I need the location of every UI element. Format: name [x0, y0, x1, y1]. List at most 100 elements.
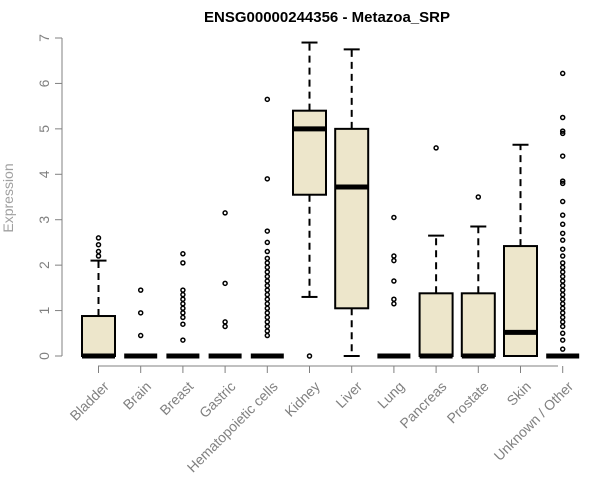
box-body — [334, 127, 370, 310]
outlier-point — [180, 310, 186, 316]
x-tick-label: Lung — [374, 378, 407, 411]
outlier-point — [559, 314, 566, 321]
chart-title: ENSG00000244356 - Metazoa_SRP — [204, 9, 450, 26]
outlier-point — [264, 319, 271, 325]
outlier-point — [180, 291, 186, 298]
outlier-point — [559, 114, 566, 121]
outlier-point — [391, 296, 397, 302]
box-unknown-other — [546, 70, 580, 359]
outlier-point — [559, 346, 566, 352]
outlier-point — [222, 319, 228, 325]
outlier-point — [180, 296, 186, 302]
outlier-point — [559, 282, 566, 289]
outlier-point — [264, 328, 271, 334]
box-breast — [166, 251, 200, 359]
outlier-point — [264, 282, 271, 289]
outlier-point — [391, 257, 397, 264]
outlier-point — [180, 251, 186, 257]
outlier-point — [264, 264, 271, 271]
outlier-point — [306, 353, 313, 359]
box-hematopoietic-cells — [250, 96, 284, 359]
outlier-point — [559, 330, 566, 337]
outlier-point — [264, 278, 271, 284]
outlier-point — [391, 301, 397, 307]
box-skin — [503, 143, 538, 357]
outlier-point — [180, 314, 186, 321]
outlier-point — [180, 301, 186, 307]
outlier-point — [264, 96, 271, 103]
box-body — [81, 315, 116, 357]
outlier-point — [264, 314, 271, 321]
x-tick-label: Skin — [503, 378, 534, 409]
outlier-point — [180, 321, 186, 327]
y-tick-label: 6 — [36, 79, 52, 87]
outlier-point — [95, 253, 102, 259]
y-tick-label: 0 — [36, 352, 52, 360]
box-body — [292, 109, 327, 196]
y-tick-label: 2 — [36, 261, 52, 269]
outlier-point — [559, 246, 566, 252]
outlier-point — [264, 176, 271, 182]
outlier-point — [559, 178, 566, 184]
y-tick-label: 3 — [36, 216, 52, 224]
box-body — [503, 245, 538, 357]
box-bladder — [81, 235, 116, 359]
x-tick-label: Breast — [156, 378, 196, 418]
outlier-point — [559, 264, 566, 271]
outlier-point — [559, 153, 566, 159]
x-tick-label: Pancreas — [396, 378, 449, 431]
outlier-point — [559, 323, 566, 330]
outlier-point — [95, 235, 102, 241]
box-prostate — [460, 194, 496, 359]
y-tick-label: 1 — [36, 306, 52, 314]
outlier-point — [222, 323, 228, 330]
outlier-point — [559, 269, 566, 275]
outlier-point — [559, 180, 566, 187]
outlier-point — [180, 287, 186, 293]
x-tick-label: Liver — [332, 378, 365, 411]
outlier-point — [264, 248, 271, 255]
outlier-point — [559, 287, 566, 293]
outlier-point — [559, 291, 566, 298]
outlier-point — [264, 269, 271, 275]
outlier-point — [559, 237, 566, 243]
outlier-point — [264, 260, 271, 266]
outlier-point — [264, 239, 271, 246]
y-ticks: 0 1 2 3 4 5 6 7 — [36, 34, 62, 360]
outlier-point — [264, 291, 271, 298]
x-tick-label: Kidney — [281, 378, 323, 420]
boxes — [81, 41, 580, 359]
outlier-point — [559, 278, 566, 284]
outlier-point — [264, 323, 271, 330]
outlier-point — [559, 70, 566, 77]
outlier-point — [391, 278, 397, 284]
outlier-point — [180, 260, 186, 266]
outlier-point — [137, 310, 144, 316]
outlier-point — [264, 305, 271, 312]
outlier-point — [222, 280, 228, 287]
y-tick-label: 4 — [36, 170, 52, 178]
outlier-point — [559, 130, 566, 137]
outlier-point — [264, 301, 271, 307]
y-tick-label: 7 — [36, 34, 52, 42]
box-lung — [377, 214, 411, 359]
x-tick-label: Prostate — [444, 378, 492, 426]
outlier-point — [559, 310, 566, 316]
outlier-point — [559, 260, 566, 266]
outlier-point — [137, 287, 144, 293]
outlier-point — [559, 221, 566, 228]
outlier-point — [559, 337, 566, 343]
outlier-point — [264, 332, 271, 339]
y-axis-label: Expression — [0, 163, 16, 232]
outlier-point — [264, 228, 271, 234]
outlier-point — [222, 210, 228, 216]
outlier-point — [433, 145, 439, 151]
outlier-point — [180, 305, 186, 312]
outlier-point — [559, 305, 566, 312]
box-brain — [124, 287, 158, 359]
outlier-point — [391, 214, 397, 221]
outlier-point — [264, 310, 271, 316]
box-pancreas — [418, 145, 454, 359]
box-liver — [334, 48, 370, 357]
